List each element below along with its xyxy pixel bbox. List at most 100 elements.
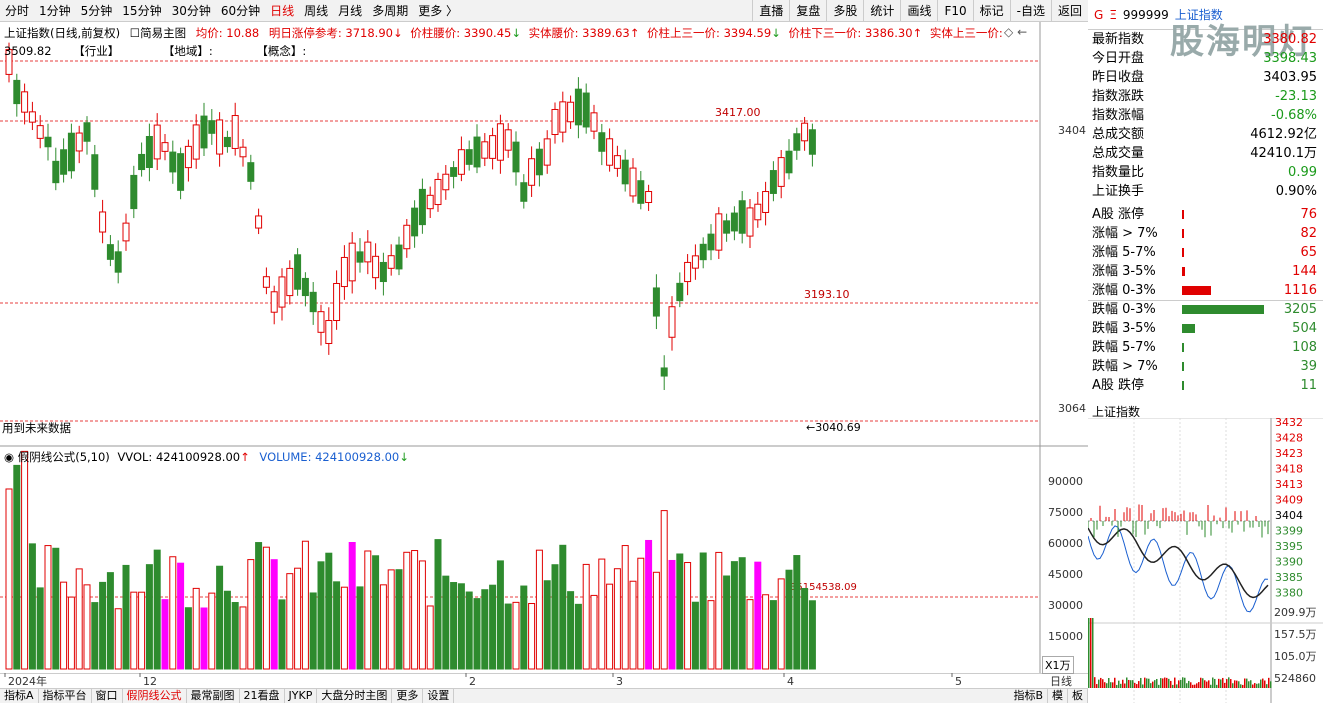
mini-volume-bar xyxy=(1206,681,1208,688)
toolbar-right-buttons: 直播 复盘 多股 统计 画线 F10 标记 -自选 返回 xyxy=(752,0,1088,21)
volume-info-bar: ◉ 假阴线公式(5,10) VVOL: 424100928.00↑ VOLUME… xyxy=(4,449,409,465)
price-tick: 3404 xyxy=(1058,124,1086,137)
candle xyxy=(83,122,91,142)
bottom-right-tab[interactable]: 指标B xyxy=(1009,689,1048,703)
mid-annotation: 3193.10 xyxy=(804,288,850,301)
distribution-value: 65 xyxy=(1300,245,1317,260)
volume-bar xyxy=(216,565,224,670)
candle xyxy=(738,200,746,234)
toolbar-button[interactable]: 复盘 xyxy=(789,0,826,21)
candle xyxy=(769,170,777,194)
toolbar-button[interactable]: 画线 xyxy=(900,0,937,21)
volume-bar xyxy=(652,571,660,670)
distribution-label: 涨幅 0-3% xyxy=(1092,283,1156,298)
candle xyxy=(652,287,660,317)
volume-bar xyxy=(590,594,598,670)
candle xyxy=(21,91,29,113)
mini-volume-bar xyxy=(1174,677,1176,688)
body-waist-label: 实体腰价: 3389.63 xyxy=(528,26,630,40)
mini-price-tick: 3409 xyxy=(1275,494,1303,507)
period-tab[interactable]: 30分钟 xyxy=(171,3,211,18)
bottom-tab[interactable]: 指标平台 xyxy=(39,689,92,703)
mini-volume-bar xyxy=(1238,681,1240,688)
toolbar-button[interactable]: 返回 xyxy=(1050,0,1088,21)
period-tab[interactable]: 月线 xyxy=(338,3,363,18)
candle xyxy=(130,174,138,210)
mini-volume-bar xyxy=(1130,680,1132,688)
volume-bar xyxy=(684,562,692,670)
period-tab[interactable]: 1分钟 xyxy=(39,3,71,18)
toolbar-button[interactable]: -自选 xyxy=(1009,0,1051,21)
stock-menu-icon[interactable]: Ξ xyxy=(1109,7,1117,22)
toolbar-button[interactable]: 标记 xyxy=(972,0,1010,21)
bottom-tab[interactable]: JYKP xyxy=(285,689,318,703)
volume-bar xyxy=(75,568,83,670)
candle xyxy=(348,242,356,282)
mini-volume-bar xyxy=(1152,681,1154,688)
mini-volume-bar xyxy=(1120,683,1122,688)
bottom-tab[interactable]: 设置 xyxy=(423,689,455,703)
mini-volume-bar xyxy=(1104,682,1106,688)
intraday-mini-chart[interactable]: 3432 3428 3423 3418 3413 3409 3404 3399 3395 3390… xyxy=(1088,418,1323,703)
bottom-tab[interactable]: 窗口 xyxy=(92,689,123,703)
toolbar-button[interactable]: 多股 xyxy=(826,0,863,21)
tag-concept[interactable]: 【概念】: xyxy=(256,44,307,58)
bottom-tab[interactable]: 最常副图 xyxy=(187,689,240,703)
bottom-tab[interactable]: 指标A xyxy=(0,689,39,703)
volume-bar xyxy=(691,601,699,670)
candle xyxy=(621,159,629,185)
mini-volume-bar xyxy=(1248,681,1250,688)
mini-volume-bar xyxy=(1090,618,1092,688)
volume-bar xyxy=(707,600,715,670)
chart-nav-icons[interactable]: ◇ ← xyxy=(1004,25,1027,39)
period-tab[interactable]: 60分钟 xyxy=(220,3,261,18)
mini-price-tick: 3428 xyxy=(1275,432,1303,445)
candle xyxy=(465,149,473,165)
period-tab[interactable]: 分时 xyxy=(5,3,30,18)
left-arrow-icon[interactable]: ← xyxy=(1017,25,1028,39)
volume-bar xyxy=(364,550,372,670)
candle xyxy=(247,162,255,182)
toolbar-button[interactable]: 统计 xyxy=(863,0,900,21)
period-tab[interactable]: 日线 xyxy=(270,3,295,18)
candle xyxy=(333,282,341,322)
mini-volume-bar xyxy=(1094,677,1096,688)
candle xyxy=(192,124,200,160)
up-arrow-icon: ↑ xyxy=(912,26,923,40)
toolbar-button[interactable]: 直播 xyxy=(752,0,789,21)
period-tab[interactable]: 多周期 xyxy=(372,3,409,18)
mini-volume-bar xyxy=(1246,678,1248,688)
diamond-icon[interactable]: ◇ xyxy=(1004,25,1014,39)
bottom-tab[interactable]: 假阴线公式 xyxy=(123,689,187,703)
lower-third-label: 价柱下三一价: 3386.30 xyxy=(788,26,913,40)
volume-bar xyxy=(177,562,185,670)
volume-chart[interactable]: 90000 75000 60000 45000 30000 15000 35154538.0… xyxy=(0,447,1088,673)
tag-industry[interactable]: 【行业】 xyxy=(73,44,120,58)
quote-value: 0.90% xyxy=(1275,184,1317,199)
volume-bar xyxy=(606,583,614,670)
candle xyxy=(44,136,52,148)
volume-bar xyxy=(450,582,458,670)
bottom-tab[interactable]: 大盘分时主图 xyxy=(317,689,393,703)
period-tab[interactable]: 5分钟 xyxy=(80,3,113,18)
down-arrow-icon: ↓ xyxy=(771,26,781,40)
main-chart-selector[interactable]: ☐简易主图 xyxy=(129,26,187,40)
mini-volume-bar xyxy=(1242,684,1244,688)
distribution-row: 涨幅 3-5% 144 xyxy=(1088,262,1323,281)
candlestick-chart[interactable]: 3404 3064 3417.00 3193.10 ←3040.69 xyxy=(0,22,1088,447)
bottom-tab[interactable]: 21看盘 xyxy=(240,689,285,703)
toolbar-button[interactable]: F10 xyxy=(937,0,972,21)
bottom-right-tab[interactable]: 板 xyxy=(1068,689,1088,703)
bottom-right-tab[interactable]: 模 xyxy=(1048,689,1068,703)
volume-bar xyxy=(559,544,567,670)
bottom-tab[interactable]: 更多 xyxy=(392,689,424,703)
distribution-value: 76 xyxy=(1300,207,1317,222)
mini-price-tick: 3399 xyxy=(1275,525,1303,538)
period-tab[interactable]: 15分钟 xyxy=(122,3,162,18)
tag-region[interactable]: 【地域】: xyxy=(162,44,213,58)
period-tab[interactable]: 更多 〉 xyxy=(418,3,459,18)
stock-name: 上证指数 xyxy=(1174,8,1223,22)
candle xyxy=(434,178,442,206)
volume-bar xyxy=(325,552,333,670)
period-tab[interactable]: 周线 xyxy=(304,3,329,18)
